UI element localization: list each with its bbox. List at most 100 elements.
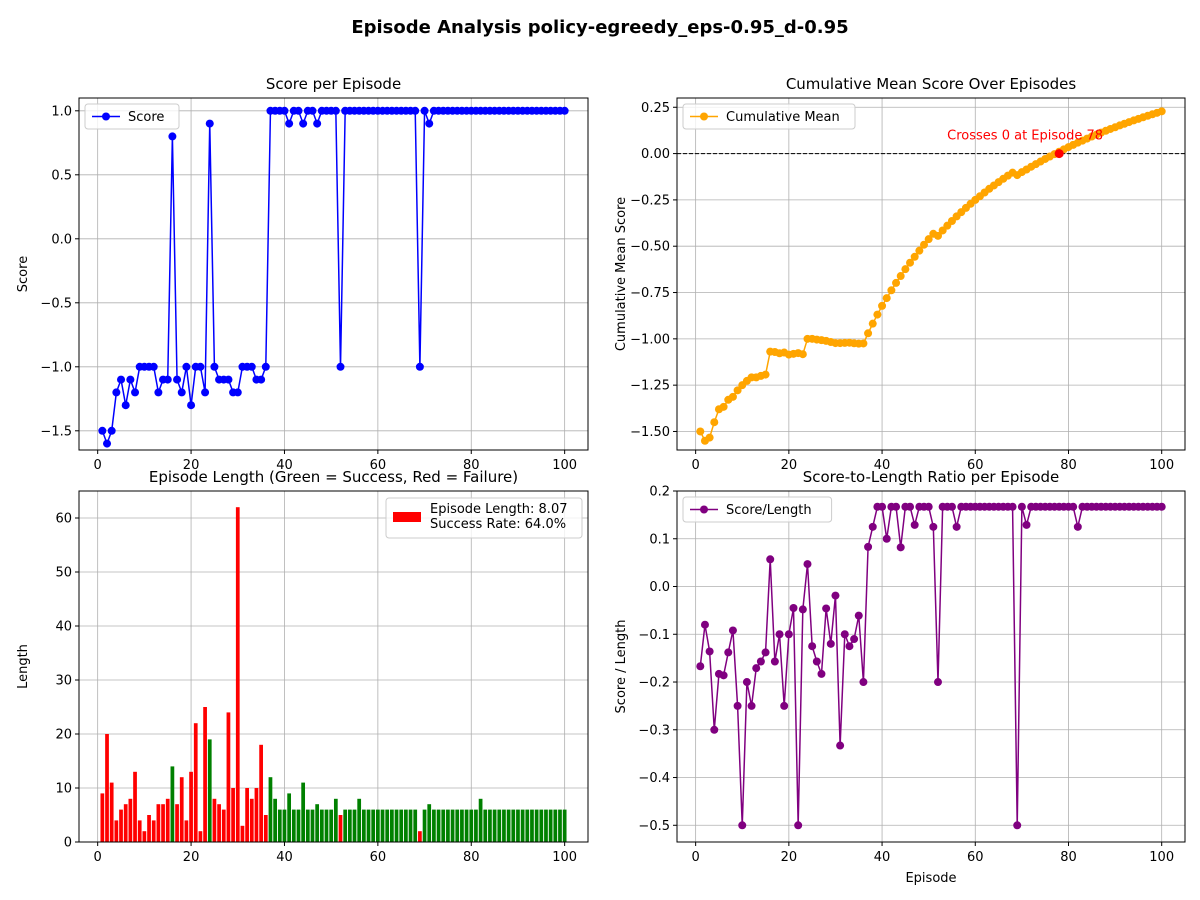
length-bar xyxy=(161,804,165,842)
length-bar xyxy=(231,788,235,842)
length-bar xyxy=(427,804,432,842)
data-point xyxy=(947,502,956,511)
x-tick-label: 0 xyxy=(94,850,102,865)
data-point xyxy=(1073,522,1082,531)
data-point xyxy=(831,591,840,600)
data-point xyxy=(859,339,868,348)
y-tick-label: 30 xyxy=(55,674,72,689)
data-point xyxy=(280,106,289,115)
data-point xyxy=(719,671,728,680)
length-bar xyxy=(474,809,478,842)
y-tick-label: 20 xyxy=(55,728,72,743)
data-point xyxy=(817,669,826,678)
data-point xyxy=(1008,502,1017,511)
y-tick-label: 1.0 xyxy=(51,104,72,119)
length-bar xyxy=(478,798,483,842)
data-point xyxy=(1017,502,1026,511)
data-point xyxy=(929,522,938,531)
y-tick-label: −0.5 xyxy=(40,296,72,311)
y-tick-label: −0.50 xyxy=(630,240,670,255)
score-length-ratio-axes: 0 20 40 60 80 100 −0.5 −0.4 −0.3 −0.2 −0.1 0.0 0.1 0.… xyxy=(614,468,1186,886)
x-tick-label: 20 xyxy=(781,850,798,865)
y-tick-label: −0.3 xyxy=(638,723,670,738)
x-tick-label: 80 xyxy=(463,458,480,473)
data-point xyxy=(733,701,742,710)
length-bar xyxy=(263,815,268,842)
axes-title: Cumulative Mean Score Over Episodes xyxy=(786,75,1077,93)
legend-label: Score/Length xyxy=(726,503,812,518)
data-point xyxy=(420,106,429,115)
x-axis-label: Episode xyxy=(905,871,956,886)
length-bar xyxy=(432,809,436,842)
length-bar xyxy=(212,798,217,842)
axes-frame xyxy=(78,490,589,843)
data-point xyxy=(794,821,803,830)
length-bar xyxy=(497,809,502,842)
x-tick-label: 100 xyxy=(552,458,577,473)
length-bar xyxy=(100,793,105,842)
data-point xyxy=(163,375,172,384)
y-axis-label: Score / Length xyxy=(614,620,629,714)
length-bar xyxy=(385,809,390,842)
data-point xyxy=(415,362,424,371)
length-bar xyxy=(343,809,348,842)
data-point xyxy=(233,388,242,397)
y-tick-label: −0.75 xyxy=(630,286,670,301)
length-bar xyxy=(558,809,562,842)
plot-area xyxy=(677,98,1185,450)
data-point xyxy=(168,132,177,141)
data-point xyxy=(933,231,942,240)
data-point xyxy=(840,630,849,639)
cumulative-mean-axes: Crosses 0 at Episode 78 0 20 40 60 80 100 −1.50… xyxy=(614,75,1186,473)
length-bar xyxy=(184,820,189,842)
x-tick-label: 60 xyxy=(967,458,984,473)
data-point xyxy=(808,642,817,651)
legend-label: Cumulative Mean xyxy=(726,110,840,125)
legend-label: Score xyxy=(128,110,164,125)
episode-length-axes: 0 20 40 60 80 100 0 10 20 30 40 50 60 Episode Length … xyxy=(16,468,589,865)
legend-box xyxy=(385,497,583,539)
length-bar xyxy=(119,809,123,842)
data-point xyxy=(924,235,933,244)
axes-frame xyxy=(78,97,589,451)
data-point xyxy=(906,502,915,511)
y-tick-label: −1.25 xyxy=(630,379,670,394)
data-point xyxy=(187,401,196,410)
data-point xyxy=(696,662,705,671)
length-bar xyxy=(217,804,221,842)
length-bar xyxy=(189,771,193,842)
data-point xyxy=(1069,502,1078,511)
length-bar xyxy=(109,782,114,842)
length-bar xyxy=(394,809,399,842)
x-tick-label: 100 xyxy=(552,850,577,865)
length-bar xyxy=(361,809,366,842)
length-bar xyxy=(245,788,249,842)
data-point xyxy=(261,362,270,371)
length-bar xyxy=(207,739,212,842)
length-bar xyxy=(301,782,306,842)
data-point xyxy=(331,106,340,115)
data-point xyxy=(752,664,761,673)
y-axis-label: Length xyxy=(16,644,31,689)
length-bar xyxy=(315,804,320,842)
x-tick-label: 40 xyxy=(276,850,293,865)
data-point xyxy=(864,329,873,338)
data-point xyxy=(719,402,728,411)
x-tick-label: 40 xyxy=(874,850,891,865)
x-tick-label: 60 xyxy=(370,850,387,865)
length-bar xyxy=(142,831,147,842)
data-point xyxy=(896,272,905,281)
data-point xyxy=(798,350,807,359)
data-point xyxy=(294,106,303,115)
x-tick-label: 20 xyxy=(183,850,200,865)
data-point xyxy=(780,701,789,710)
plot-area xyxy=(79,98,588,450)
x-tick-label: 20 xyxy=(183,458,200,473)
length-bar xyxy=(450,809,455,842)
data-point xyxy=(205,119,214,128)
x-tick-label: 0 xyxy=(692,850,700,865)
legend-label: Episode Length: 8.07 xyxy=(430,502,567,517)
legend-box xyxy=(682,496,833,523)
data-point xyxy=(868,522,877,531)
